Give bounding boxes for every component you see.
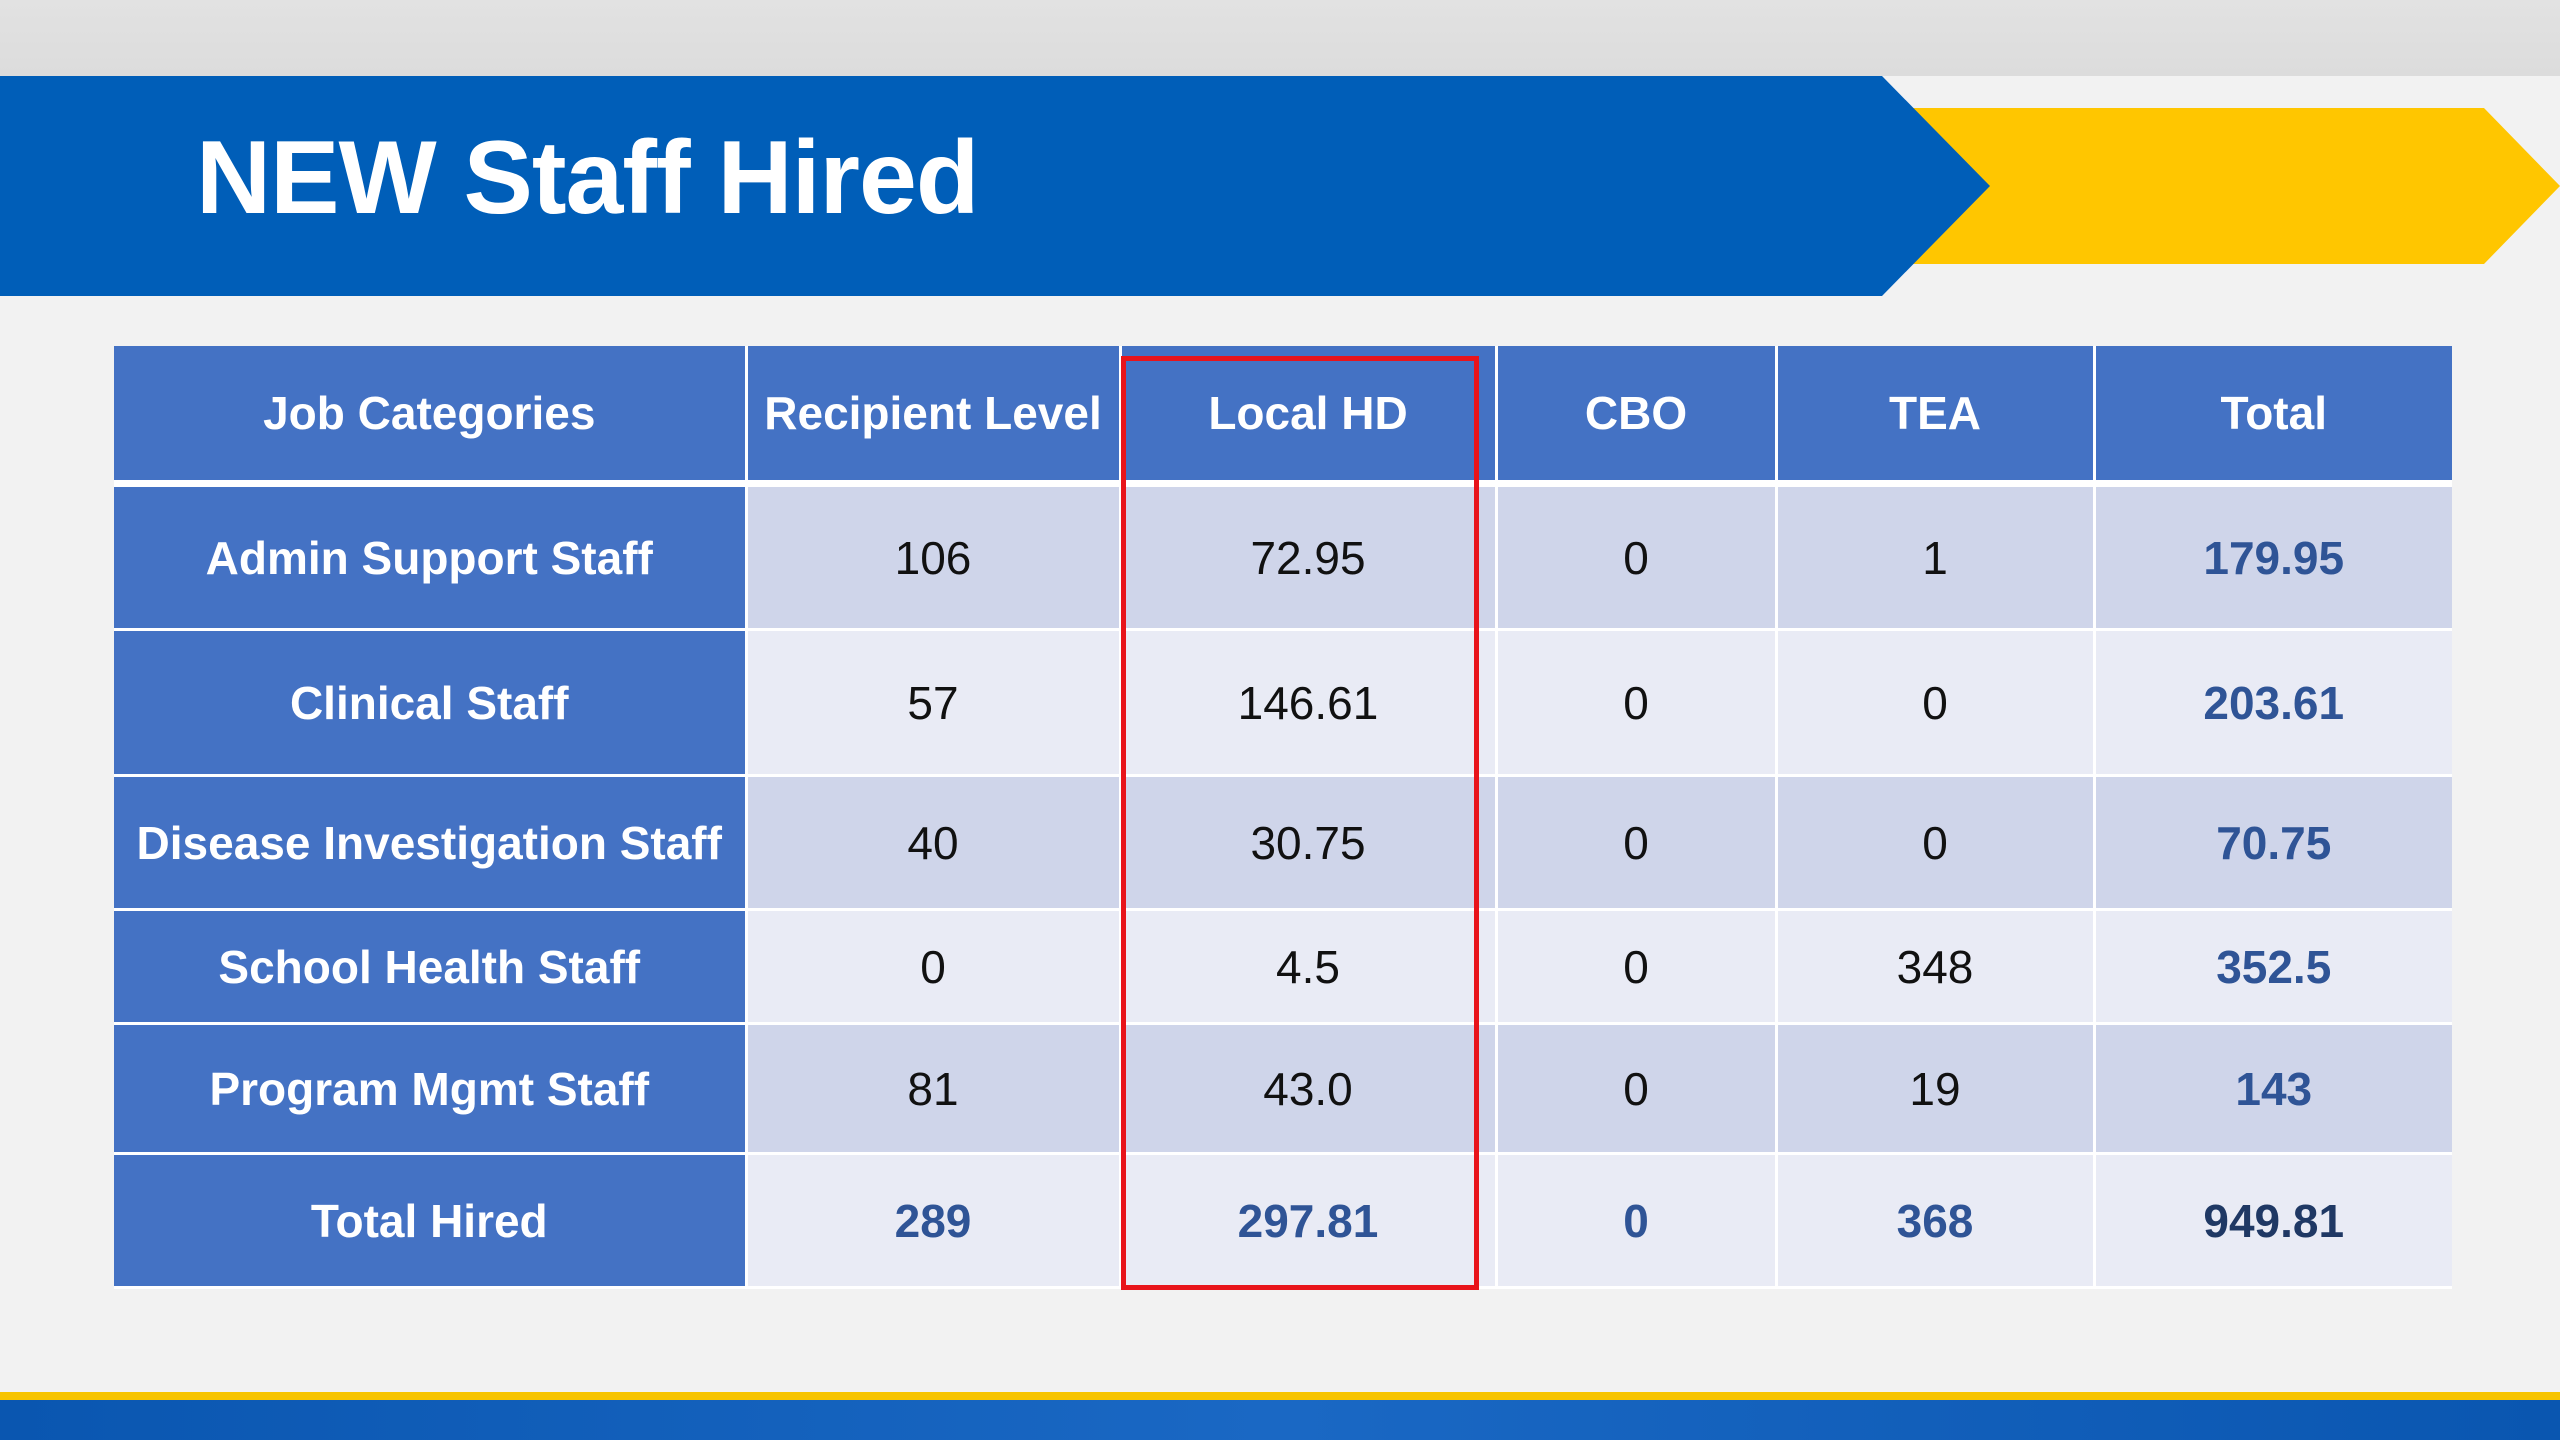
cell-total: 203.61 xyxy=(2094,629,2452,777)
row-label: Admin Support Staff xyxy=(114,483,748,631)
cell-recipient-level: 81 xyxy=(746,1023,1122,1155)
slide-top-strip xyxy=(0,0,2560,76)
header-total: Total xyxy=(2094,346,2452,487)
cell-cbo: 0 xyxy=(1496,629,1778,777)
header-recipient-level: Recipient Level xyxy=(746,346,1122,487)
cell-total: 143 xyxy=(2094,1023,2452,1155)
row-label: School Health Staff xyxy=(114,909,748,1025)
cell-cbo: 0 xyxy=(1496,1023,1778,1155)
cell-cbo: 0 xyxy=(1496,483,1778,631)
cell-recipient-level: 40 xyxy=(746,775,1122,911)
cell-cbo: 0 xyxy=(1496,909,1778,1025)
cell-total: 70.75 xyxy=(2094,775,2452,911)
grand-total: 949.81 xyxy=(2094,1153,2452,1289)
cell-local-hd: 4.5 xyxy=(1120,909,1498,1025)
total-recipient-level: 289 xyxy=(746,1153,1122,1289)
cell-cbo: 0 xyxy=(1496,775,1778,911)
banner-yellow-arrow xyxy=(1880,108,2560,264)
footer-yellow-stripe xyxy=(0,1392,2560,1400)
cell-tea: 348 xyxy=(1776,909,2096,1025)
cell-tea: 0 xyxy=(1776,629,2096,777)
staff-table-container: Job Categories Recipient Level Local HD … xyxy=(114,346,2452,1289)
total-tea: 368 xyxy=(1776,1153,2096,1289)
table-header-row: Job Categories Recipient Level Local HD … xyxy=(114,346,2452,487)
row-label: Disease Investigation Staff xyxy=(114,775,748,911)
table-row: School Health Staff 0 4.5 0 348 352.5 xyxy=(114,909,2452,1025)
cell-tea: 19 xyxy=(1776,1023,2096,1155)
staff-hired-table: Job Categories Recipient Level Local HD … xyxy=(114,346,2452,1289)
total-local-hd: 297.81 xyxy=(1120,1153,1498,1289)
table-total-row: Total Hired 289 297.81 0 368 949.81 xyxy=(114,1153,2452,1289)
cell-recipient-level: 57 xyxy=(746,629,1122,777)
table-row: Clinical Staff 57 146.61 0 0 203.61 xyxy=(114,629,2452,777)
banner-blue-arrow xyxy=(0,76,1990,296)
cell-tea: 1 xyxy=(1776,483,2096,631)
footer-blue-bar xyxy=(0,1400,2560,1440)
table-row: Program Mgmt Staff 81 43.0 0 19 143 xyxy=(114,1023,2452,1155)
cell-tea: 0 xyxy=(1776,775,2096,911)
header-job-categories: Job Categories xyxy=(114,346,748,487)
cell-recipient-level: 0 xyxy=(746,909,1122,1025)
slide-title: NEW Staff Hired xyxy=(196,120,979,236)
table-row: Disease Investigation Staff 40 30.75 0 0… xyxy=(114,775,2452,911)
header-local-hd: Local HD xyxy=(1120,346,1498,487)
table-row: Admin Support Staff 106 72.95 0 1 179.95 xyxy=(114,483,2452,631)
cell-local-hd: 146.61 xyxy=(1120,629,1498,777)
header-cbo: CBO xyxy=(1496,346,1778,487)
cell-recipient-level: 106 xyxy=(746,483,1122,631)
title-banner xyxy=(0,76,2560,296)
cell-total: 352.5 xyxy=(2094,909,2452,1025)
total-cbo: 0 xyxy=(1496,1153,1778,1289)
cell-local-hd: 72.95 xyxy=(1120,483,1498,631)
cell-local-hd: 30.75 xyxy=(1120,775,1498,911)
header-tea: TEA xyxy=(1776,346,2096,487)
row-label: Clinical Staff xyxy=(114,629,748,777)
row-label-total: Total Hired xyxy=(114,1153,748,1289)
cell-local-hd: 43.0 xyxy=(1120,1023,1498,1155)
cell-total: 179.95 xyxy=(2094,483,2452,631)
row-label: Program Mgmt Staff xyxy=(114,1023,748,1155)
